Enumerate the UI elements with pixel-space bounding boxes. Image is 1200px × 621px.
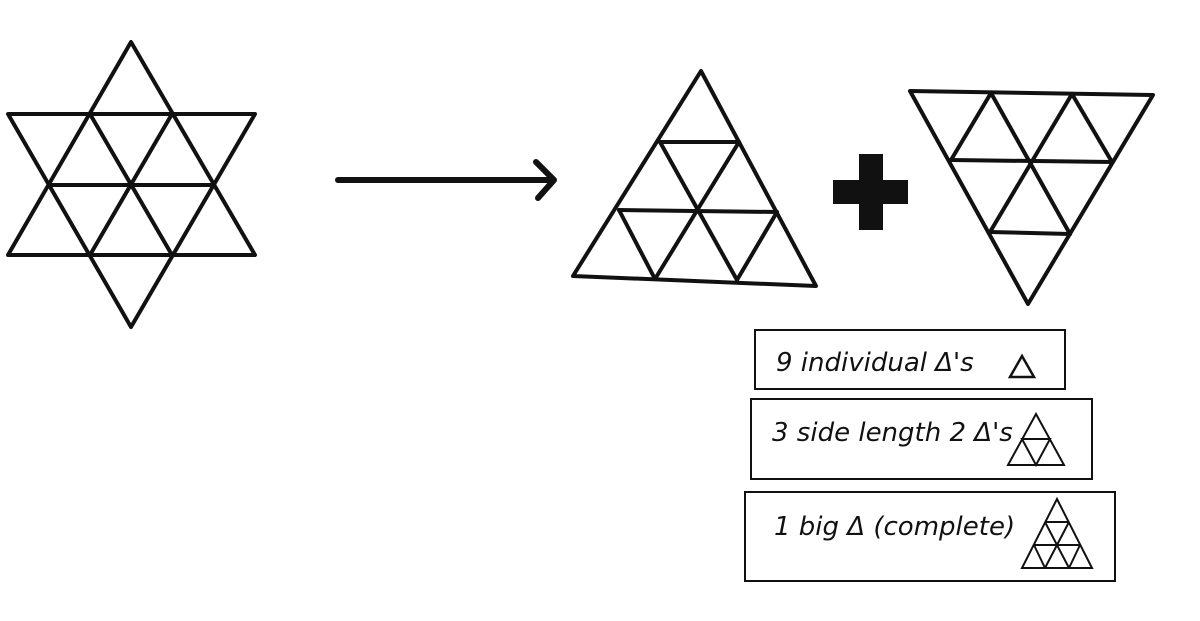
plus-sign (833, 154, 908, 230)
legend-label-3: 1 big Δ (complete) (774, 512, 1015, 542)
star-grid-line (88, 112, 174, 257)
size2-triangle-icon (1006, 411, 1066, 468)
big-triangle-icon (1020, 496, 1094, 569)
legend-item-3: 1 big Δ (complete) (744, 491, 1116, 582)
star-hexagram (6, 40, 257, 329)
legend: 9 individual Δ's 3 side length 2 Δ's 1 b… (744, 329, 1116, 582)
arrow (335, 159, 557, 201)
legend-item-1: 9 individual Δ's (754, 329, 1066, 390)
legend-label-1: 9 individual Δ's (776, 348, 974, 378)
up-triangle (571, 69, 818, 288)
star-up-triangle (6, 40, 257, 257)
star-down-triangle (6, 112, 257, 329)
down-triangle (908, 89, 1155, 306)
legend-label-2: 3 side length 2 Δ's (772, 418, 1013, 448)
small-triangle-icon (1007, 353, 1037, 379)
legend-item-2: 3 side length 2 Δ's (750, 398, 1093, 480)
